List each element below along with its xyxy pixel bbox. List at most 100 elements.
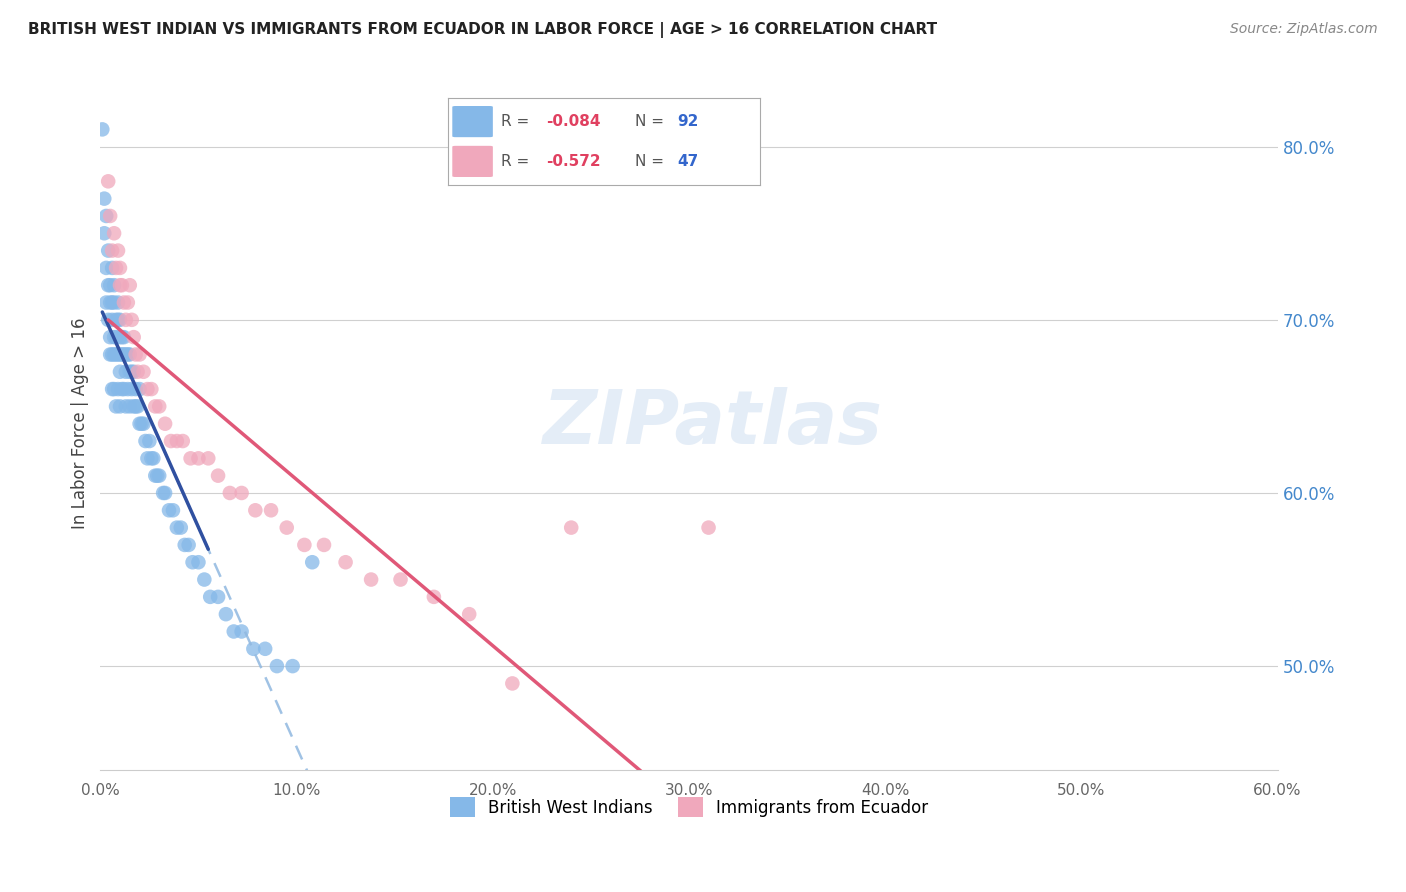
- Point: [91, 122, 114, 136]
- Point: [97, 313, 120, 327]
- Point: [103, 382, 125, 396]
- Point: [93, 192, 115, 206]
- Point: [108, 260, 131, 275]
- Point: [98, 209, 121, 223]
- Point: [301, 555, 323, 569]
- Point: [142, 451, 165, 466]
- Point: [98, 347, 121, 361]
- Point: [132, 417, 155, 431]
- Point: [97, 174, 120, 188]
- Point: [231, 486, 253, 500]
- Point: [170, 520, 193, 534]
- Point: [207, 468, 229, 483]
- Point: [103, 347, 125, 361]
- Point: [111, 347, 134, 361]
- Point: [193, 573, 215, 587]
- Point: [97, 278, 120, 293]
- Point: [222, 624, 245, 639]
- Point: [276, 520, 298, 534]
- Point: [124, 382, 146, 396]
- Point: [96, 260, 118, 275]
- Point: [124, 347, 146, 361]
- Point: [136, 451, 159, 466]
- Point: [105, 330, 128, 344]
- Point: [122, 400, 145, 414]
- Point: [128, 347, 150, 361]
- Point: [115, 400, 138, 414]
- Point: [254, 641, 277, 656]
- Point: [105, 347, 128, 361]
- Point: [153, 486, 176, 500]
- Point: [153, 417, 176, 431]
- Point: [245, 503, 267, 517]
- Point: [112, 330, 135, 344]
- Point: [143, 468, 166, 483]
- Point: [458, 607, 481, 622]
- Point: [115, 365, 138, 379]
- Y-axis label: In Labor Force | Age > 16: In Labor Force | Age > 16: [72, 318, 89, 530]
- Point: [107, 295, 129, 310]
- Point: [389, 573, 412, 587]
- Point: [117, 295, 139, 310]
- Point: [180, 451, 202, 466]
- Point: [111, 382, 134, 396]
- Point: [292, 538, 315, 552]
- Point: [115, 347, 138, 361]
- Point: [103, 295, 125, 310]
- Point: [105, 313, 128, 327]
- Point: [97, 244, 120, 258]
- Point: [107, 382, 129, 396]
- Point: [141, 382, 163, 396]
- Point: [136, 382, 159, 396]
- Point: [242, 641, 264, 656]
- Point: [197, 451, 219, 466]
- Point: [117, 347, 139, 361]
- Point: [260, 503, 283, 517]
- Point: [101, 260, 124, 275]
- Point: [200, 590, 222, 604]
- Point: [121, 313, 143, 327]
- Point: [128, 417, 150, 431]
- Point: [207, 590, 229, 604]
- Point: [118, 278, 141, 293]
- Point: [124, 400, 146, 414]
- Point: [103, 330, 125, 344]
- Point: [101, 295, 124, 310]
- Point: [93, 227, 115, 241]
- Point: [101, 244, 124, 258]
- Point: [107, 244, 129, 258]
- Point: [112, 382, 135, 396]
- Point: [117, 382, 139, 396]
- Point: [335, 555, 357, 569]
- Point: [181, 555, 204, 569]
- Point: [105, 400, 128, 414]
- Point: [108, 400, 131, 414]
- Point: [177, 538, 200, 552]
- Text: ZIPatlas: ZIPatlas: [543, 387, 883, 460]
- Point: [143, 400, 166, 414]
- Point: [560, 520, 582, 534]
- Point: [166, 520, 188, 534]
- Point: [96, 209, 118, 223]
- Point: [187, 451, 209, 466]
- Point: [218, 486, 240, 500]
- Point: [312, 538, 335, 552]
- Point: [112, 347, 135, 361]
- Point: [122, 365, 145, 379]
- Legend: British West Indians, Immigrants from Ecuador: British West Indians, Immigrants from Ec…: [443, 790, 935, 824]
- Point: [215, 607, 238, 622]
- Point: [127, 365, 149, 379]
- Point: [103, 227, 125, 241]
- Point: [128, 382, 150, 396]
- Point: [131, 417, 153, 431]
- Point: [501, 676, 523, 690]
- Point: [108, 278, 131, 293]
- Point: [173, 538, 195, 552]
- Point: [423, 590, 446, 604]
- Point: [101, 382, 124, 396]
- Point: [148, 468, 170, 483]
- Point: [96, 295, 118, 310]
- Point: [146, 468, 169, 483]
- Point: [148, 400, 170, 414]
- Point: [122, 330, 145, 344]
